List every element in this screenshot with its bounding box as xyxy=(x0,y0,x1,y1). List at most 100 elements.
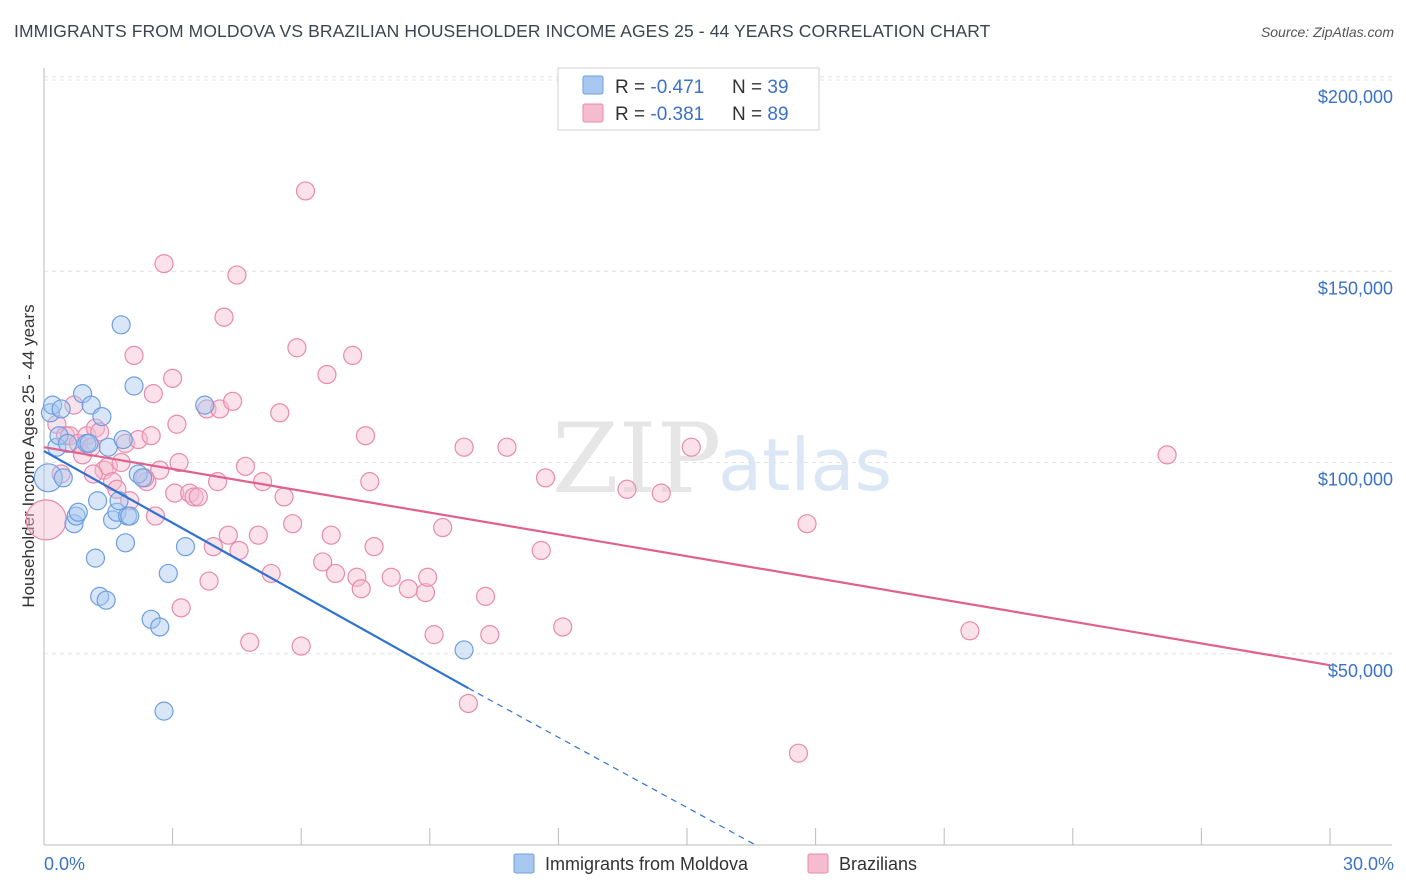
brazilians-point xyxy=(25,499,67,541)
svg-text:N = 89: N = 89 xyxy=(732,104,789,125)
watermark-zip: ZIP xyxy=(552,403,721,515)
brazilians-point xyxy=(214,307,234,327)
brazilians-point xyxy=(681,437,701,457)
brazilians-point xyxy=(454,437,474,457)
brazilians-point xyxy=(475,586,496,606)
moldova-point xyxy=(85,548,106,568)
brazilians-point xyxy=(398,579,418,599)
svg-text:R = -0.471: R = -0.471 xyxy=(615,77,704,98)
moldova-point xyxy=(113,429,133,450)
brazilians-point xyxy=(651,483,671,503)
brazilians-point xyxy=(433,517,453,538)
bottom-legend-swatch-brazilians xyxy=(807,853,829,874)
moldova-point xyxy=(98,437,118,457)
brazilians-point xyxy=(364,537,384,557)
brazilians-point xyxy=(321,525,341,545)
bottom-legend-label-moldova: Immigrants from Moldova xyxy=(545,854,749,874)
watermark-atlas: atlas xyxy=(718,423,892,507)
brazilians-point xyxy=(270,403,290,423)
brazilians-point xyxy=(1157,445,1177,465)
y-axis-title: Householder Income Ages 25 - 44 years xyxy=(19,304,38,607)
brazilians-point xyxy=(351,579,371,599)
brazilians-point xyxy=(171,598,191,618)
brazilians-point xyxy=(415,582,436,603)
moldova-point xyxy=(53,468,73,488)
moldova-point xyxy=(68,502,88,522)
y-tick-label: $100,000 xyxy=(1318,470,1393,490)
moldova-point xyxy=(195,395,215,415)
bottom-legend-label-brazilians: Brazilians xyxy=(839,854,917,874)
bottom-legend-swatch-moldova xyxy=(513,853,535,874)
moldova-point xyxy=(120,506,140,526)
legend-swatch-brazilians xyxy=(582,103,604,123)
moldova-point xyxy=(454,640,474,660)
brazilians-point xyxy=(124,345,144,365)
moldova-point xyxy=(33,463,63,493)
brazilians-point xyxy=(458,693,478,714)
brazilians-point xyxy=(199,571,219,591)
source-credit: Source: ZipAtlas.com xyxy=(1260,24,1394,40)
brazilians-point xyxy=(480,625,500,645)
brazilians-point xyxy=(240,632,260,652)
legend-box: R = -0.471 N = 39 R = -0.381 N = 89 xyxy=(557,67,820,131)
brazilians-point xyxy=(295,181,316,201)
brazilians-point xyxy=(227,265,247,285)
brazilians-point xyxy=(617,479,637,499)
legend-n-value-brazilians: 89 xyxy=(767,104,788,125)
brazilians-point xyxy=(253,472,273,492)
moldova-point xyxy=(40,403,61,423)
gridlines xyxy=(44,76,1392,655)
chart-title: IMMIGRANTS FROM MOLDOVA VS BRAZILIAN HOU… xyxy=(14,21,991,41)
bottom-legend: Immigrants from Moldova Brazilians xyxy=(513,853,917,874)
brazilians-point xyxy=(283,514,303,534)
x-tick-label-min: 0.0% xyxy=(44,854,85,874)
y-axis-tick-labels: $50,000 $100,000 $150,000 $200,000 xyxy=(1318,87,1393,681)
legend-r-value-moldova: -0.471 xyxy=(650,77,704,98)
brazilians-point xyxy=(235,456,256,476)
moldova-trendline xyxy=(43,450,469,690)
brazilians-point xyxy=(960,621,980,641)
legend-r-value-brazilians: -0.381 xyxy=(650,104,704,125)
brazilians-point xyxy=(531,540,551,561)
brazilians-point xyxy=(218,525,238,545)
brazilians-point xyxy=(535,468,556,488)
moldova-point xyxy=(107,502,127,522)
y-tick-label: $150,000 xyxy=(1318,278,1393,298)
brazilians-point xyxy=(291,636,311,656)
legend-n-value-moldova: 39 xyxy=(767,77,788,98)
moldova-point xyxy=(79,433,99,453)
brazilians-point xyxy=(317,364,337,385)
moldova-trendline-extension xyxy=(468,687,756,846)
brazilians-point xyxy=(154,254,174,274)
brazilians-point xyxy=(788,743,809,763)
legend-swatch-moldova xyxy=(582,75,604,95)
brazilians-point xyxy=(355,426,376,446)
moldova-point xyxy=(175,537,196,557)
legend-r-label-moldova: R = xyxy=(615,77,650,98)
moldova-point xyxy=(124,376,144,396)
legend-n-label-brazilians: N = xyxy=(732,104,767,125)
brazilians-point xyxy=(248,525,268,545)
brazilians-point xyxy=(165,483,185,503)
legend-r-label-brazilians: R = xyxy=(615,104,650,125)
brazilians-point xyxy=(553,617,573,637)
brazilians-point xyxy=(128,429,148,450)
brazilians-point xyxy=(347,567,367,587)
legend-n-label-moldova: N = xyxy=(732,77,767,98)
brazilians-points xyxy=(25,181,1177,763)
brazilians-point xyxy=(325,563,346,584)
brazilians-point xyxy=(169,452,189,473)
moldova-point xyxy=(64,514,84,534)
brazilians-point xyxy=(287,338,307,358)
brazilians-point xyxy=(418,567,438,587)
brazilians-point xyxy=(497,437,517,457)
brazilians-point xyxy=(188,487,208,507)
brazilians-point xyxy=(274,487,294,507)
brazilians-trendline xyxy=(43,446,1331,667)
brazilians-point xyxy=(313,552,333,572)
brazilians-point xyxy=(424,625,444,645)
trendlines xyxy=(43,446,1331,846)
x-axis-ticks xyxy=(43,828,1331,845)
brazilians-point xyxy=(797,514,817,534)
moldova-point xyxy=(158,563,178,584)
